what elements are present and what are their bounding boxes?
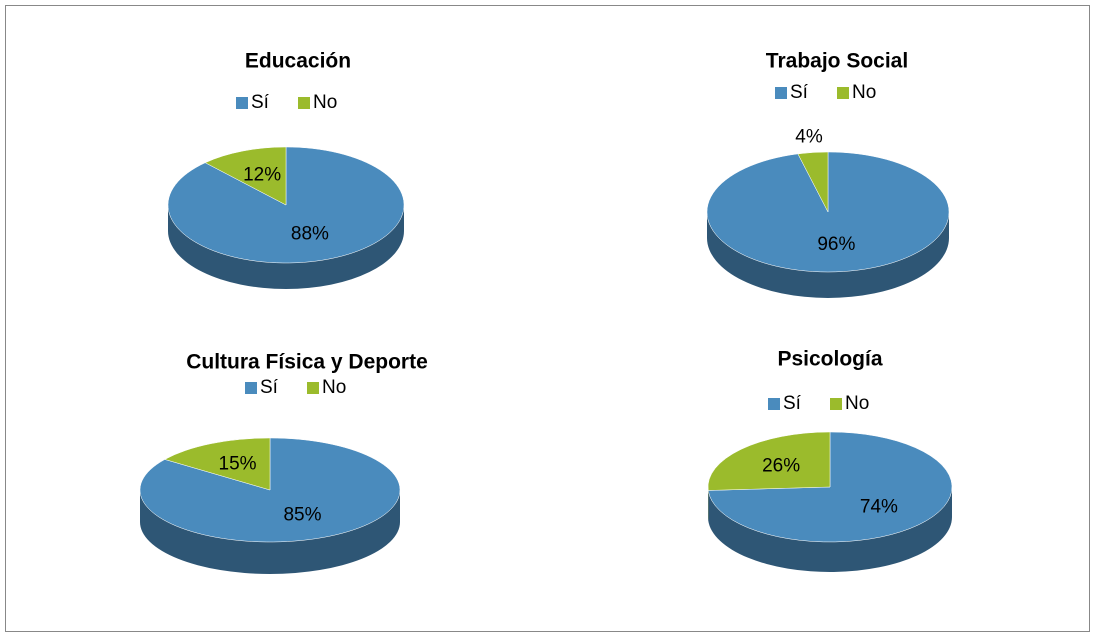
- pie-slice: [167, 146, 405, 264]
- legend-label: Sí: [251, 92, 270, 113]
- legend-swatch: [768, 398, 780, 410]
- value-label: 88%: [291, 224, 329, 245]
- value-label: 74%: [860, 497, 898, 518]
- legend-swatch: [775, 87, 787, 99]
- legend-label: No: [322, 377, 346, 398]
- pie-side: [140, 490, 400, 574]
- chart-title: Educación: [245, 50, 351, 73]
- legend-label: Sí: [783, 393, 802, 414]
- chart-title: Psicología: [777, 348, 882, 371]
- legend-label: No: [313, 92, 337, 113]
- pie-slice: [164, 437, 271, 491]
- value-label: 26%: [762, 455, 800, 476]
- value-label: 85%: [283, 504, 321, 525]
- chart-title: Trabajo Social: [766, 50, 908, 73]
- value-label: 15%: [219, 454, 257, 475]
- pie-slice: [204, 146, 287, 206]
- legend-label: No: [845, 393, 869, 414]
- chart-title: Cultura Física y Deporte: [186, 351, 428, 374]
- pie-side: [708, 487, 953, 572]
- value-label: 96%: [817, 234, 855, 255]
- legend-label: Sí: [260, 377, 279, 398]
- pie-side: [168, 205, 404, 289]
- legend-label: No: [852, 82, 876, 103]
- legend-swatch: [245, 382, 257, 394]
- pie-slice: [797, 151, 829, 213]
- legend-swatch: [830, 398, 842, 410]
- legend-label: Sí: [790, 82, 809, 103]
- pie-side: [707, 212, 949, 298]
- pie-slice: [707, 431, 831, 491]
- value-label: 12%: [243, 164, 281, 185]
- value-label: 4%: [795, 127, 823, 148]
- legend-swatch: [236, 97, 248, 109]
- legend-swatch: [298, 97, 310, 109]
- legend-swatch: [837, 87, 849, 99]
- legend-swatch: [307, 382, 319, 394]
